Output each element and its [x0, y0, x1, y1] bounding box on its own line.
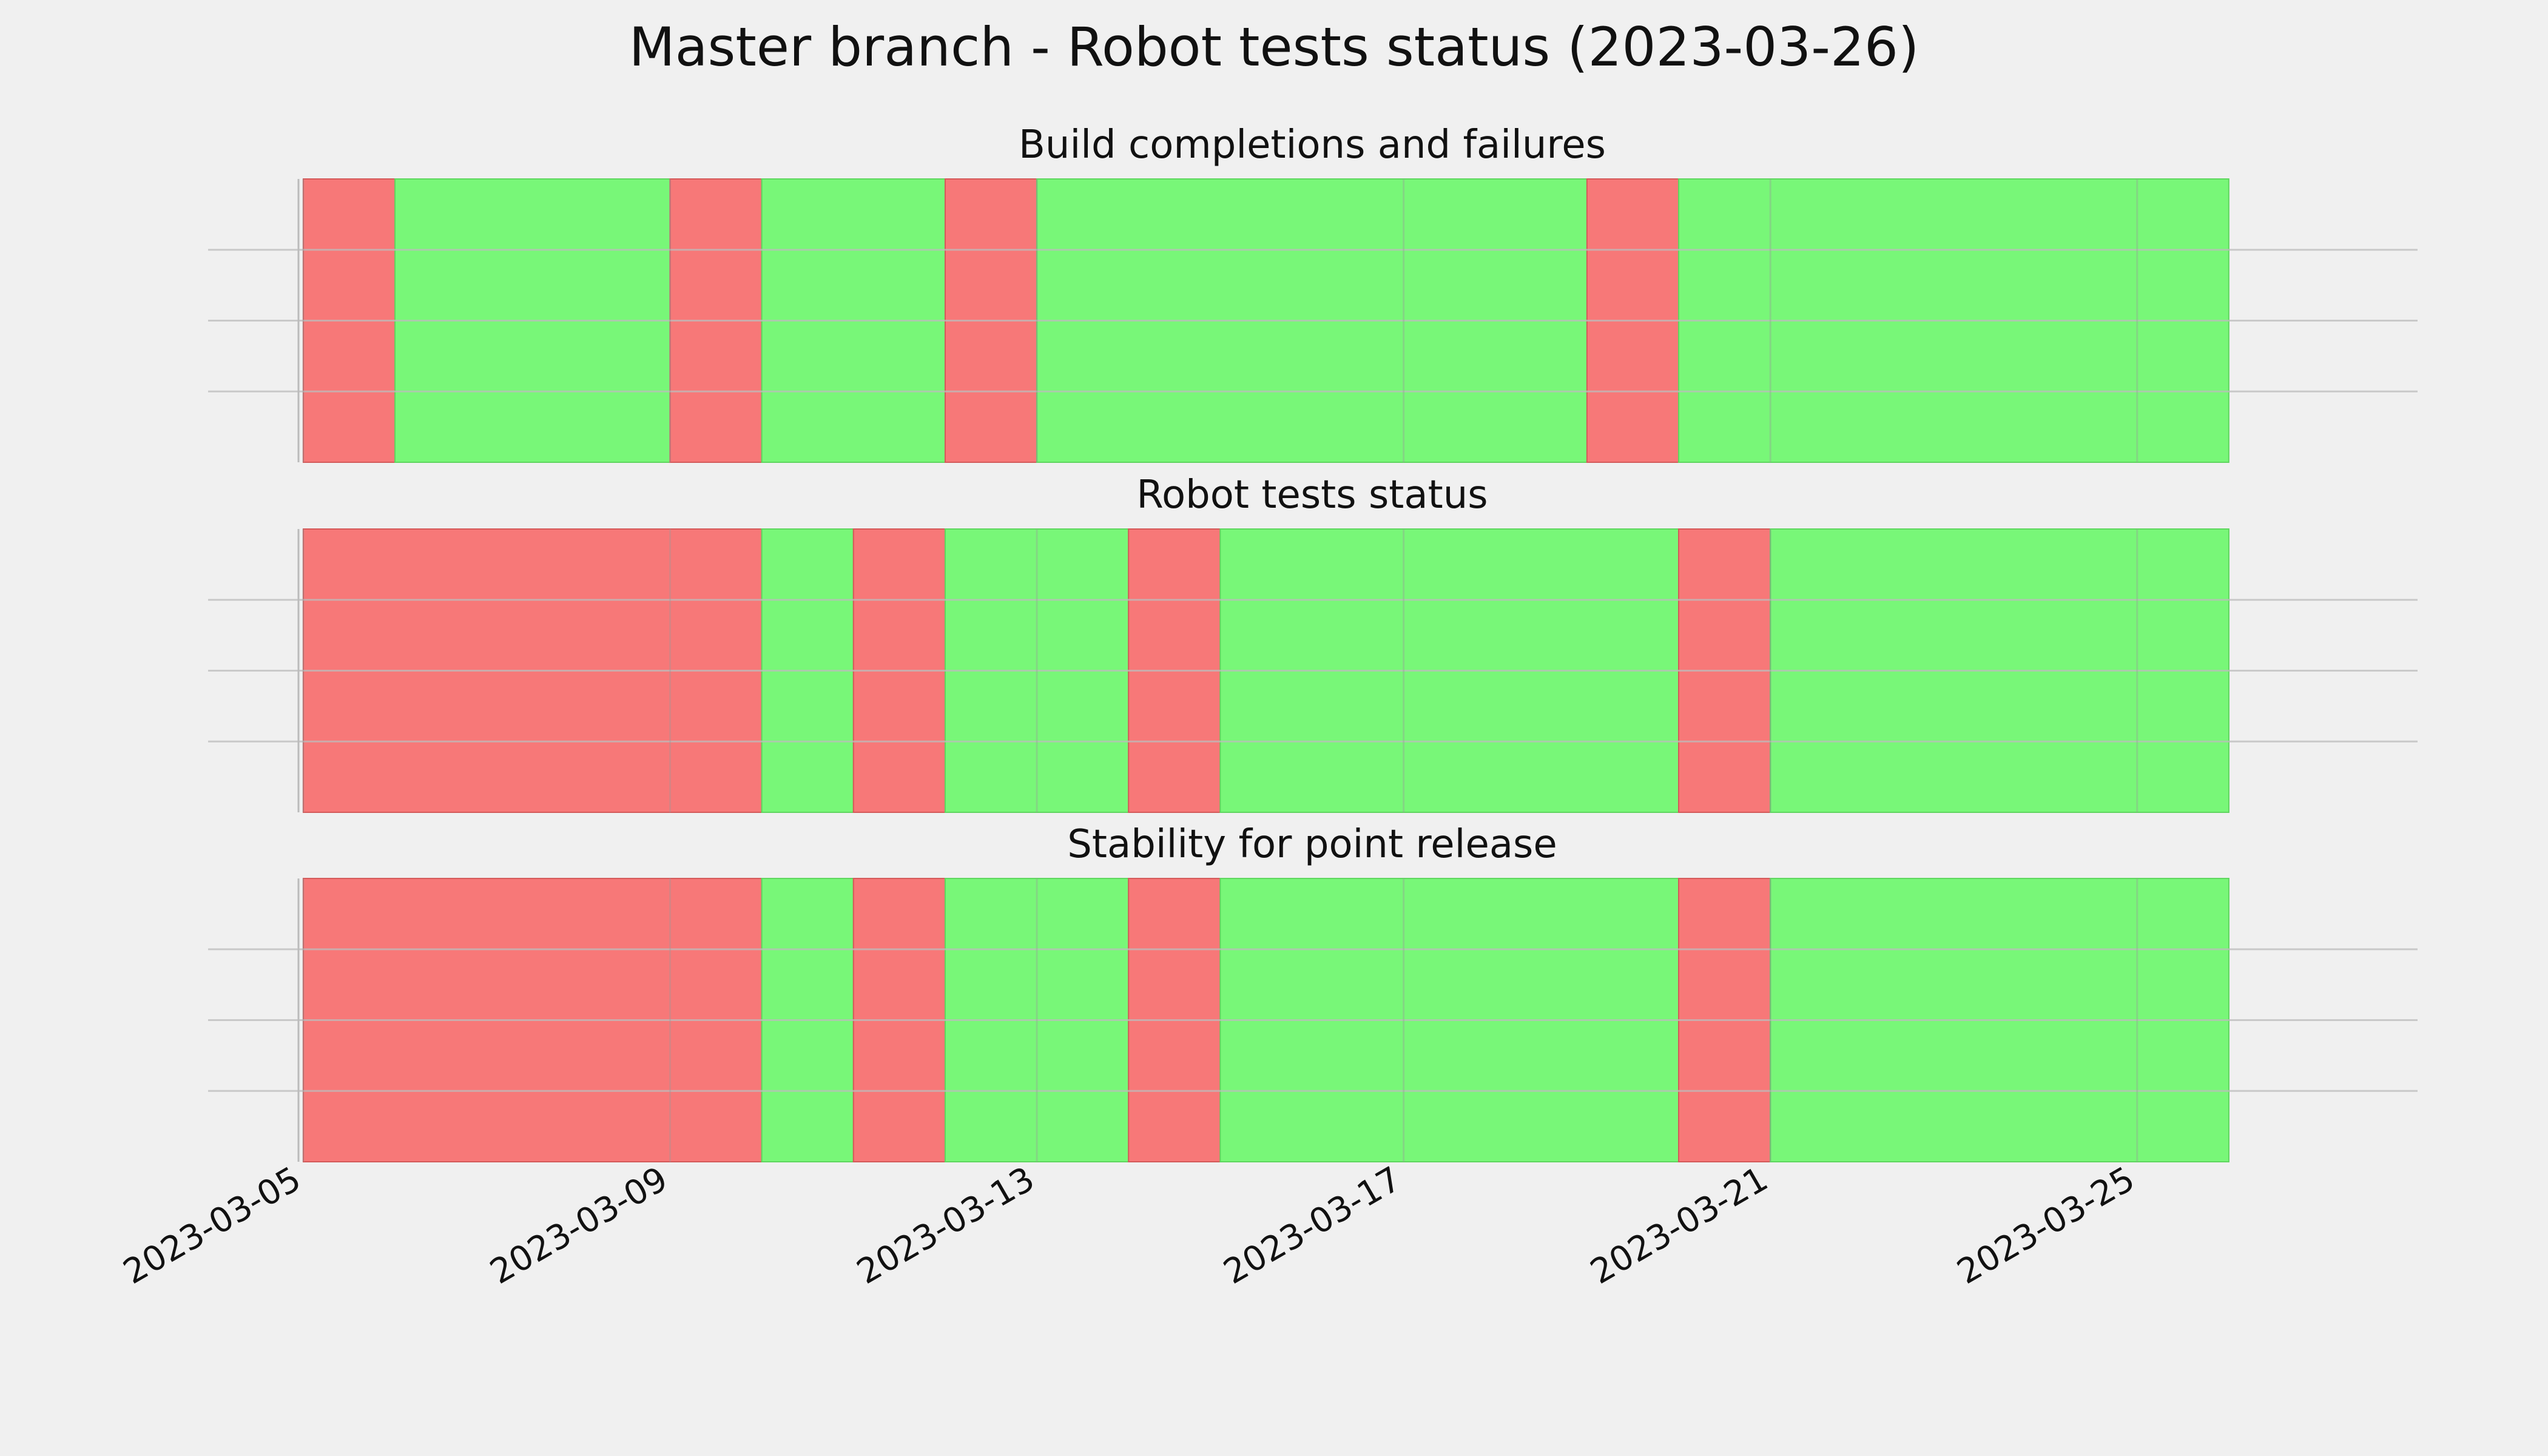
panel-title: Robot tests status [1136, 473, 1488, 517]
chart-title: Master branch - Robot tests status (2023… [629, 16, 1919, 78]
panel-title: Stability for point release [1067, 822, 1557, 867]
panels-group: Build completions and failures Robot test… [208, 123, 2418, 1162]
panel-2: Robot tests status [208, 473, 2418, 813]
panel-title: Build completions and failures [1019, 123, 1606, 167]
panel-3: Stability for point release [208, 822, 2418, 1162]
panel-1: Build completions and failures [208, 123, 2418, 463]
